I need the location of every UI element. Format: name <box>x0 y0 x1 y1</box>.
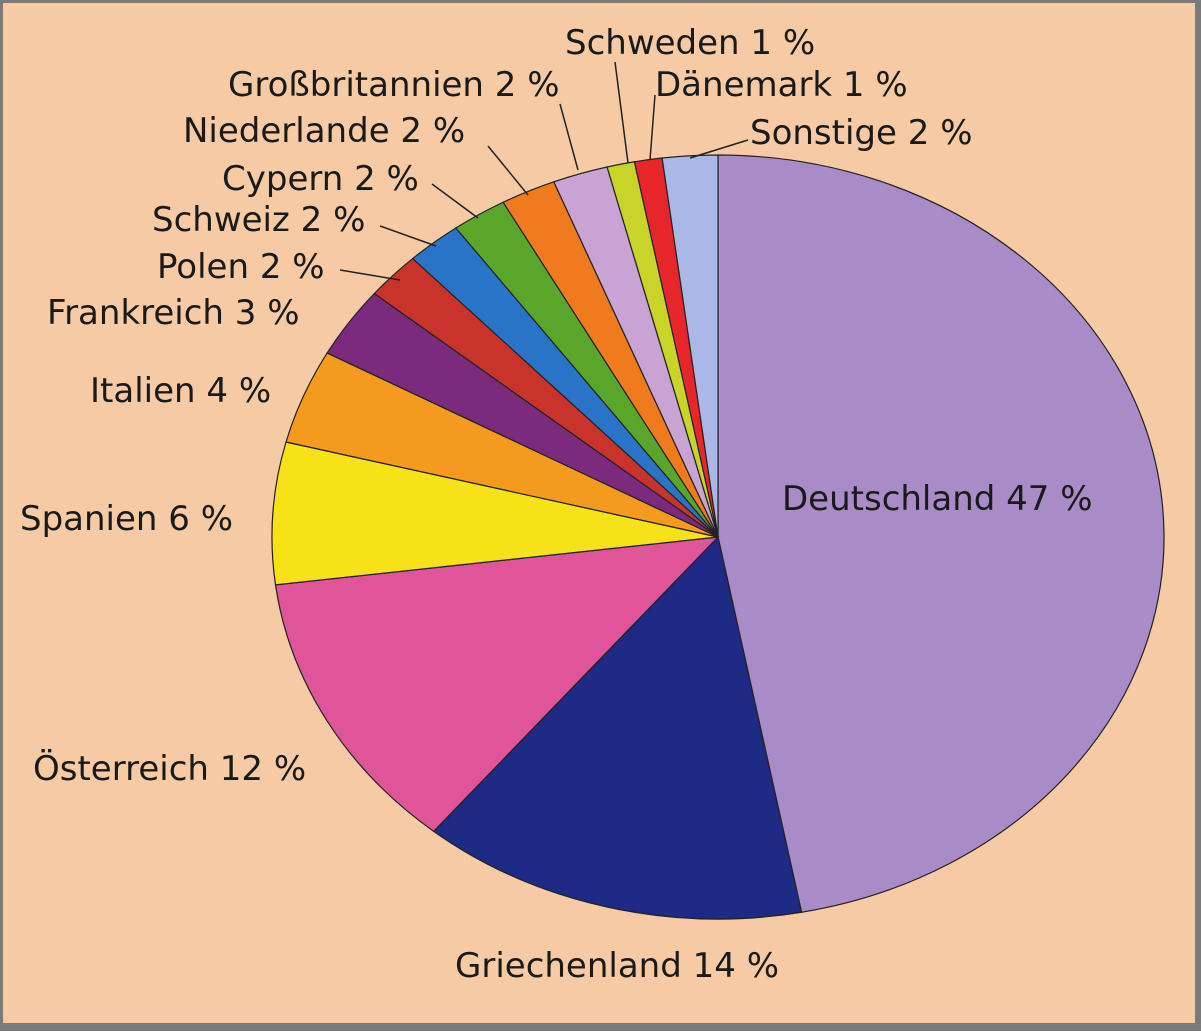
slice-label: Griechenland 14 % <box>455 946 779 986</box>
slice-label: Spanien 6 % <box>20 499 233 539</box>
category-label: Spanien <box>20 499 157 539</box>
value-label: 47 % <box>1006 479 1092 519</box>
value-label: 2 % <box>301 200 366 240</box>
leader-line <box>487 145 529 196</box>
slice <box>271 441 719 586</box>
category-label: Frankreich <box>47 293 224 333</box>
slice <box>274 536 720 833</box>
value-label: 2 % <box>495 65 560 105</box>
category-label: Großbritannien <box>228 65 484 105</box>
slice-label: Dänemark 1 % <box>655 65 908 105</box>
slice-label: Cypern 2 % <box>222 159 419 199</box>
slice-label: Österreich 12 % <box>33 748 306 789</box>
category-label: Niederlande <box>183 111 390 151</box>
value-label: 2 % <box>354 159 419 199</box>
value-label: 3 % <box>235 293 300 333</box>
slice-label: Großbritannien 2 % <box>228 65 560 105</box>
value-label: 6 % <box>168 499 233 539</box>
value-label: 2 % <box>908 113 973 153</box>
value-label: 2 % <box>260 247 325 287</box>
category-label: Schweden <box>565 23 740 63</box>
value-label: 1 % <box>843 65 908 105</box>
slice-label: Deutschland 47 % <box>782 479 1093 519</box>
leader-line <box>614 61 629 164</box>
category-label: Polen <box>157 247 249 287</box>
slice <box>432 535 803 920</box>
slice-label: Schweiz 2 % <box>152 200 365 240</box>
value-label: 4 % <box>206 371 271 411</box>
category-label: Deutschland <box>782 479 995 519</box>
slice-label: Sonstige 2 % <box>750 113 973 153</box>
slice-label: Frankreich 3 % <box>47 293 300 333</box>
leader-line <box>339 269 401 281</box>
value-label: 12 % <box>220 749 306 789</box>
value-label: 14 % <box>693 946 779 986</box>
leader-line <box>649 94 656 161</box>
value-label: 1 % <box>750 23 815 63</box>
leader-line <box>559 103 579 171</box>
slice-label: Schweden 1 % <box>565 23 815 63</box>
value-label: 2 % <box>400 111 465 151</box>
leader-lines <box>339 61 749 281</box>
category-label: Österreich <box>33 748 209 789</box>
category-label: Italien <box>90 371 196 411</box>
slice-label: Polen 2 % <box>157 247 325 287</box>
category-label: Cypern <box>222 159 343 199</box>
slice <box>717 154 1165 913</box>
slices <box>271 154 1165 920</box>
category-label: Schweiz <box>152 200 290 240</box>
slice-label: Niederlande 2 % <box>183 111 465 151</box>
slice <box>661 154 719 538</box>
leader-line <box>379 225 437 247</box>
slice-label: Italien 4 % <box>90 371 271 411</box>
category-label: Griechenland <box>455 946 682 986</box>
category-label: Sonstige <box>750 113 897 153</box>
leader-line <box>689 139 749 159</box>
category-label: Dänemark <box>655 65 832 105</box>
leader-line <box>431 183 479 219</box>
